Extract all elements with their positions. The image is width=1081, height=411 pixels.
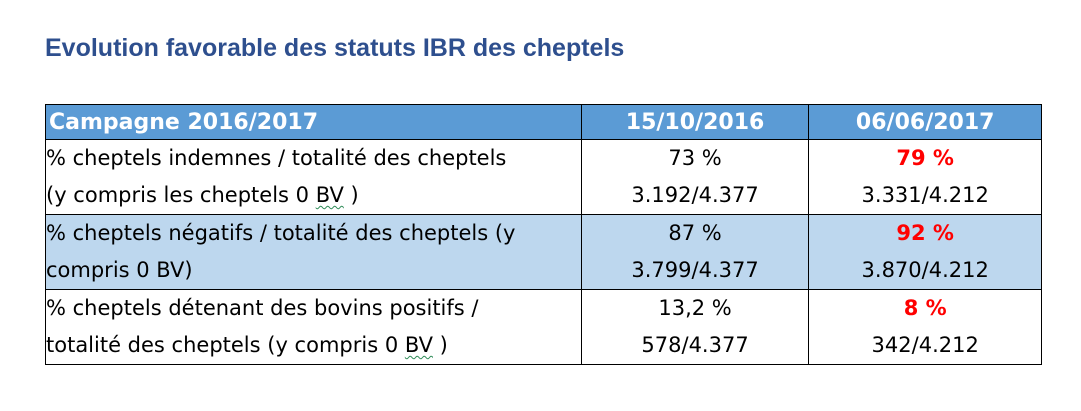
value-cell-date-2: 8 % 342/4.212 <box>808 289 1042 365</box>
value-cell-date-1: 73 % 3.192/4.377 <box>580 139 810 215</box>
row-label: % cheptels détenant des bovins positifs … <box>45 289 582 365</box>
ratio-value: 3.799/4.377 <box>631 258 759 282</box>
header-date-1: 15/10/2016 <box>580 104 810 140</box>
row-label-text: ) <box>433 333 448 357</box>
row-label-line: compris 0 BV) <box>46 258 193 282</box>
spellcheck-marked-text: BV <box>315 183 344 207</box>
value-cell-date-1: 87 % 3.799/4.377 <box>580 214 810 290</box>
table-row: % cheptels négatifs / totalité des chept… <box>45 214 1042 290</box>
table-header-row: Campagne 2016/2017 15/10/2016 06/06/2017 <box>45 104 1042 140</box>
row-label-text: totalité des cheptels (y compris 0 <box>46 333 405 357</box>
ratio-value: 3.192/4.377 <box>631 183 759 207</box>
highlighted-percentage-value: 92 % <box>896 221 954 245</box>
ratio-value: 578/4.377 <box>641 333 749 357</box>
table-row: % cheptels détenant des bovins positifs … <box>45 289 1042 365</box>
ratio-value: 3.331/4.212 <box>861 183 989 207</box>
percentage-value: 13,2 % <box>658 296 732 320</box>
row-label: % cheptels indemnes / totalité des chept… <box>45 139 582 215</box>
row-label-text: (y compris les cheptels 0 <box>46 183 316 207</box>
row-label-line: % cheptels négatifs / totalité des chept… <box>46 221 516 245</box>
highlighted-percentage-value: 8 % <box>903 296 947 320</box>
percentage-value: 87 % <box>668 221 722 245</box>
header-campaign: Campagne 2016/2017 <box>45 104 582 140</box>
value-cell-date-2: 92 % 3.870/4.212 <box>808 214 1042 290</box>
page-title: Evolution favorable des statuts IBR des … <box>45 34 625 62</box>
header-date-2: 06/06/2017 <box>808 104 1042 140</box>
table-row: % cheptels indemnes / totalité des chept… <box>45 139 1042 215</box>
row-label-line: % cheptels détenant des bovins positifs … <box>46 296 479 320</box>
percentage-value: 73 % <box>668 146 722 170</box>
row-label-text: ) <box>343 183 359 207</box>
row-label-line: (y compris les cheptels 0 BV ) <box>46 177 581 214</box>
spellcheck-marked-text: BV <box>404 333 433 357</box>
value-cell-date-2: 79 % 3.331/4.212 <box>808 139 1042 215</box>
ratio-value: 3.870/4.212 <box>861 258 989 282</box>
row-label-line: totalité des cheptels (y compris 0 BV ) <box>46 327 581 364</box>
highlighted-percentage-value: 79 % <box>896 146 954 170</box>
row-label-line: % cheptels indemnes / totalité des chept… <box>46 146 507 170</box>
value-cell-date-1: 13,2 % 578/4.377 <box>580 289 810 365</box>
ibr-status-table: Campagne 2016/2017 15/10/2016 06/06/2017… <box>45 104 1042 365</box>
row-label: % cheptels négatifs / totalité des chept… <box>45 214 582 290</box>
ratio-value: 342/4.212 <box>871 333 979 357</box>
